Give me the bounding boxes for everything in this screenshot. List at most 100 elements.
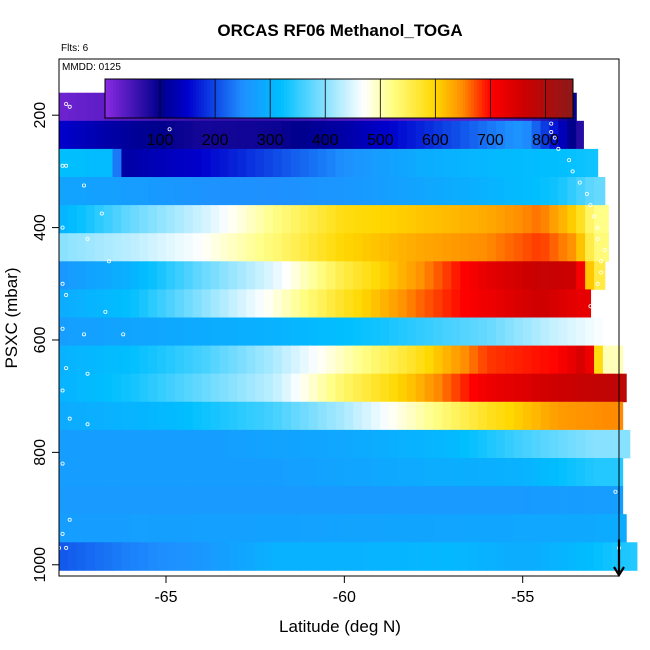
colorbar-swatch: [399, 79, 403, 118]
heatmap-cell: [406, 120, 417, 150]
heatmap-cell: [228, 317, 238, 346]
heatmap-cell: [121, 401, 131, 431]
heatmap-cell: [549, 457, 559, 487]
y-axis: 200 400 600 800 1000: [32, 102, 59, 583]
heatmap-cell: [255, 373, 265, 403]
heatmap-cell: [576, 148, 586, 178]
x-axis-label: Latitude (deg N): [279, 617, 401, 636]
heatmap-cell: [585, 317, 595, 346]
heatmap-cell: [406, 233, 417, 262]
heatmap-cell: [112, 542, 123, 571]
heatmap-cell: [139, 233, 149, 262]
heatmap-cell: [85, 148, 96, 178]
heatmap-cell: [362, 317, 372, 346]
heatmap-cell: [522, 148, 533, 178]
heatmap-cell: [219, 401, 230, 431]
heatmap-cell: [183, 429, 194, 459]
colorbar-swatch: [363, 79, 368, 118]
heatmap-cell: [513, 345, 524, 375]
heatmap-cell: [174, 345, 185, 375]
heatmap-cell: [290, 120, 301, 150]
heatmap-cell: [94, 317, 105, 346]
heatmap-cell: [326, 457, 337, 487]
heatmap-cell: [174, 457, 185, 487]
colorbar-swatch: [149, 79, 153, 118]
heatmap-cell: [397, 457, 408, 487]
heatmap-cell: [362, 373, 372, 403]
heatmap-cell: [174, 486, 185, 515]
heatmap-cell: [513, 401, 524, 431]
heatmap-cell: [451, 148, 461, 178]
heatmap-cell: [174, 177, 185, 206]
heatmap-cell: [451, 514, 461, 543]
heatmap-cell: [255, 486, 265, 515]
colorbar-swatch: [556, 79, 560, 118]
heatmap-cell: [219, 373, 230, 403]
colorbar-swatch: [127, 79, 131, 118]
heatmap-cell: [290, 205, 301, 234]
colorbar-swatch: [501, 79, 505, 118]
heatmap-cell: [433, 401, 444, 431]
heatmap-cell: [210, 205, 221, 234]
heatmap-cell: [219, 457, 230, 487]
heatmap-cell: [85, 92, 96, 122]
heatmap-cell: [371, 542, 381, 571]
heatmap-cell: [576, 457, 586, 487]
heatmap-cell: [246, 401, 256, 431]
heatmap-cell: [495, 120, 506, 150]
heatmap-cell: [558, 120, 568, 150]
heatmap-cell: [139, 457, 149, 487]
heatmap-cell: [602, 373, 613, 403]
heatmap-cell: [273, 148, 283, 178]
heatmap-cell: [281, 514, 292, 543]
heatmap-cell: [183, 542, 194, 571]
heatmap-cell: [228, 429, 238, 459]
heatmap-cell: [460, 205, 470, 234]
heatmap-cell: [522, 345, 533, 375]
heatmap-cell: [166, 317, 176, 346]
heatmap-cell: [139, 514, 149, 543]
heatmap-cell: [157, 205, 167, 234]
heatmap-cell: [380, 205, 390, 234]
heatmap-cell: [112, 233, 123, 262]
heatmap-cell: [130, 373, 140, 403]
colorbar-swatch: [512, 79, 516, 118]
heatmap-cell: [344, 177, 354, 206]
heatmap-cell: [442, 289, 452, 318]
heatmap-cell: [487, 401, 497, 431]
heatmap-cell: [504, 233, 515, 262]
heatmap-cell: [362, 233, 372, 262]
heatmap-cell: [94, 429, 105, 459]
heatmap-cell: [576, 429, 586, 459]
heatmap-cell: [273, 317, 283, 346]
heatmap-cell: [273, 345, 283, 375]
colorbar-swatch: [242, 79, 246, 118]
flight-point: [64, 366, 69, 371]
heatmap-cell: [451, 205, 461, 234]
colorbar-swatch: [534, 79, 538, 118]
heatmap-cell: [442, 486, 452, 515]
heatmap-cell: [513, 457, 524, 487]
heatmap-cell: [522, 429, 533, 459]
heatmap-cell: [415, 429, 426, 459]
heatmap-cell: [424, 401, 435, 431]
heatmap-cell: [540, 177, 551, 206]
heatmap-cell: [85, 205, 96, 234]
heatmap-cell: [540, 373, 551, 403]
heatmap-cell: [228, 345, 238, 375]
heatmap-cell: [183, 261, 194, 290]
heatmap-cell: [299, 261, 310, 290]
heatmap-cell: [290, 148, 301, 178]
heatmap-cell: [620, 345, 624, 375]
heatmap-cell: [94, 233, 105, 262]
heatmap-cell: [442, 148, 452, 178]
heatmap-cell: [255, 120, 265, 150]
heatmap-cell: [487, 514, 497, 543]
heatmap-cell: [112, 317, 123, 346]
heatmap-cell: [59, 120, 69, 150]
heatmap-cell: [103, 401, 114, 431]
heatmap-cell: [192, 345, 203, 375]
colorbar-swatch: [550, 79, 555, 118]
heatmap-cell: [166, 486, 176, 515]
flight-point: [85, 371, 90, 376]
